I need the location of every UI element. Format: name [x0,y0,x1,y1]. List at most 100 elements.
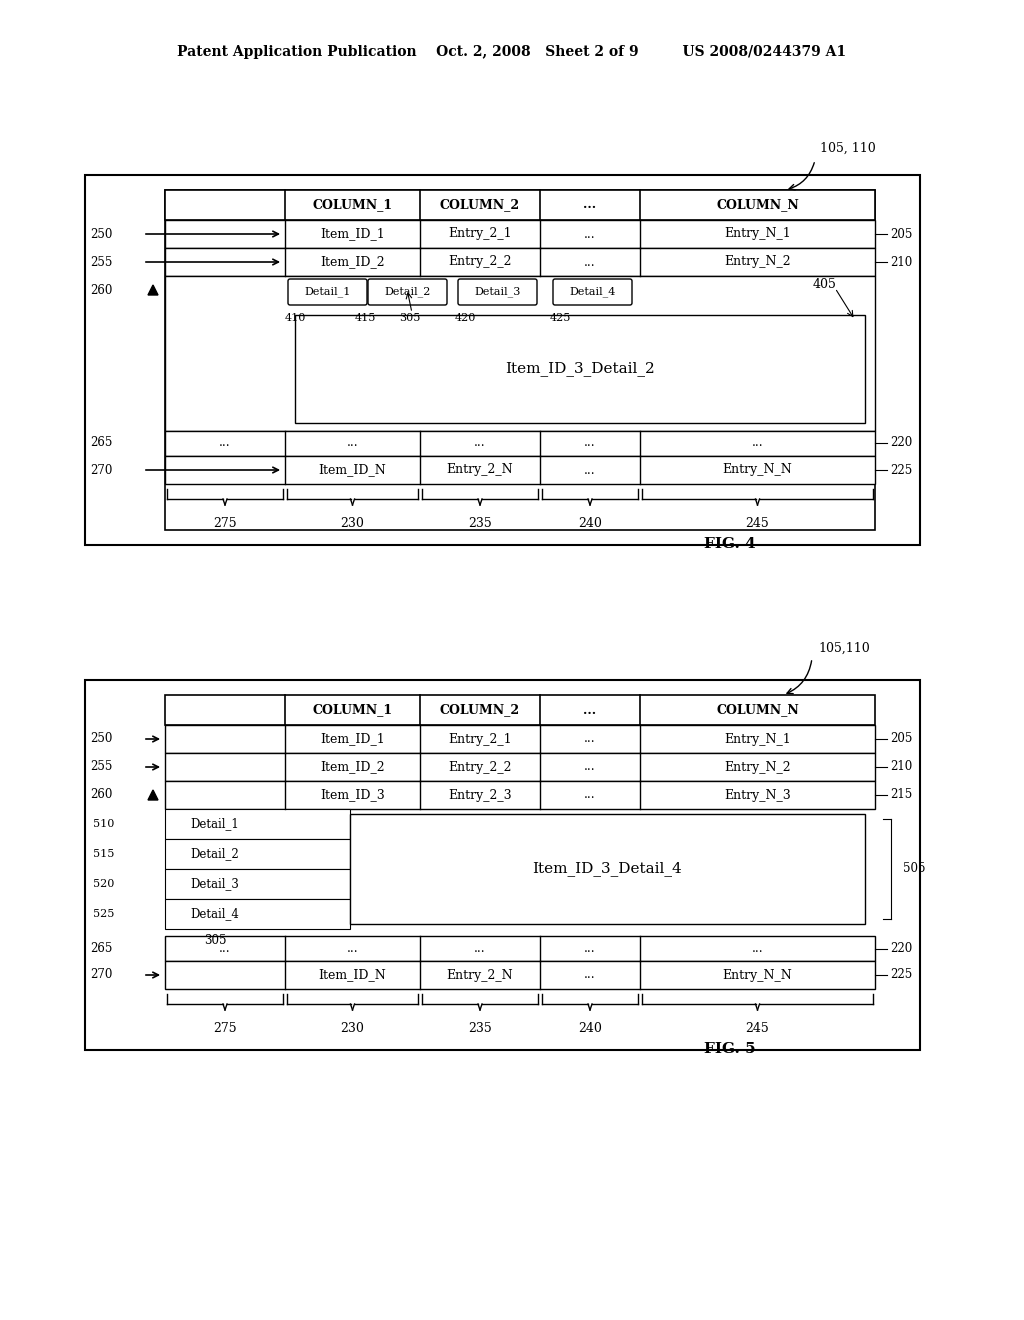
Text: FIG. 5: FIG. 5 [705,1041,756,1056]
Text: Detail_1: Detail_1 [304,286,350,297]
Bar [165,869,350,899]
Text: 510: 510 [93,818,115,829]
Text: 420: 420 [455,313,476,323]
Bar [165,840,350,869]
Text: Entry_N_N: Entry_N_N [723,463,793,477]
Text: ...: ... [219,942,230,954]
Polygon shape [148,789,158,800]
Text: 105, 110: 105, 110 [820,141,876,154]
Bar [350,814,865,924]
Bar [165,752,874,781]
Text: ...: ... [584,788,596,801]
Text: 250: 250 [90,227,113,240]
Text: 265: 265 [90,942,113,954]
Text: Item_ID_2: Item_ID_2 [321,256,385,268]
Text: Detail_3: Detail_3 [190,878,240,891]
Text: 525: 525 [93,909,115,919]
Text: 275: 275 [213,1022,237,1035]
FancyBboxPatch shape [368,279,447,305]
Text: ...: ... [752,942,763,954]
Text: 305: 305 [399,313,421,323]
Text: Entry_2_3: Entry_2_3 [449,788,512,801]
Text: 265: 265 [90,437,113,450]
Text: Entry_2_2: Entry_2_2 [449,760,512,774]
Text: Detail_3: Detail_3 [474,286,520,297]
Text: ...: ... [584,463,596,477]
Text: 505: 505 [903,862,926,875]
Text: 240: 240 [579,1022,602,1035]
Text: Detail_1: Detail_1 [190,817,240,830]
Text: COLUMN_N: COLUMN_N [716,198,799,211]
Text: Item_ID_2: Item_ID_2 [321,760,385,774]
Text: Entry_2_2: Entry_2_2 [449,256,512,268]
Text: ...: ... [347,437,358,450]
Text: ...: ... [219,437,230,450]
Text: 410: 410 [285,313,306,323]
Text: 250: 250 [90,733,113,746]
Text: ...: ... [584,198,597,211]
Bar [165,432,874,455]
Text: Entry_2_N: Entry_2_N [446,969,513,982]
Bar [165,696,874,725]
Bar [165,220,874,248]
Text: Entry_2_N: Entry_2_N [446,463,513,477]
FancyBboxPatch shape [458,279,537,305]
Bar [165,809,350,840]
Bar [165,248,874,276]
Text: ...: ... [752,437,763,450]
Text: Item_ID_N: Item_ID_N [318,463,386,477]
Text: 220: 220 [890,437,912,450]
Text: Entry_N_N: Entry_N_N [723,969,793,982]
Text: Detail_4: Detail_4 [569,286,615,297]
Bar [165,781,874,809]
Text: 255: 255 [90,760,113,774]
Text: 270: 270 [90,463,113,477]
Bar [295,315,865,422]
Bar [165,961,874,989]
Text: 230: 230 [341,1022,365,1035]
Text: Item_ID_N: Item_ID_N [318,969,386,982]
Polygon shape [148,285,158,294]
Text: ...: ... [584,227,596,240]
Text: 210: 210 [890,760,912,774]
Text: 255: 255 [90,256,113,268]
Text: COLUMN_1: COLUMN_1 [312,198,392,211]
Text: 210: 210 [890,256,912,268]
Bar [165,725,874,752]
Text: 240: 240 [579,517,602,531]
Text: 235: 235 [468,517,492,531]
Text: FIG. 4: FIG. 4 [705,537,756,550]
Text: Entry_2_1: Entry_2_1 [449,733,512,746]
FancyBboxPatch shape [553,279,632,305]
Text: 245: 245 [745,1022,769,1035]
Text: ...: ... [584,704,597,717]
Text: Detail_2: Detail_2 [190,847,240,861]
Text: 425: 425 [549,313,570,323]
Text: Entry_N_1: Entry_N_1 [724,227,791,240]
Text: 245: 245 [745,517,769,531]
Bar [165,936,874,961]
Text: Entry_N_2: Entry_N_2 [724,760,791,774]
Text: 260: 260 [90,788,113,801]
Text: COLUMN_2: COLUMN_2 [440,704,520,717]
Text: ...: ... [584,437,596,450]
Text: Item_ID_3_Detail_4: Item_ID_3_Detail_4 [532,862,682,876]
Text: 260: 260 [90,284,113,297]
Bar [165,190,874,531]
Text: ...: ... [474,942,485,954]
Text: ...: ... [584,760,596,774]
Text: 270: 270 [90,969,113,982]
FancyBboxPatch shape [288,279,367,305]
Text: ...: ... [584,733,596,746]
Bar [165,190,874,220]
Text: 105,110: 105,110 [818,642,869,655]
Text: 415: 415 [354,313,376,323]
Text: 305: 305 [204,935,226,948]
Bar [85,176,920,545]
Text: Patent Application Publication    Oct. 2, 2008   Sheet 2 of 9         US 2008/02: Patent Application Publication Oct. 2, 2… [177,45,847,59]
Text: COLUMN_N: COLUMN_N [716,704,799,717]
Text: 230: 230 [341,517,365,531]
Bar [165,455,874,484]
Text: Item_ID_1: Item_ID_1 [321,227,385,240]
Text: COLUMN_1: COLUMN_1 [312,704,392,717]
